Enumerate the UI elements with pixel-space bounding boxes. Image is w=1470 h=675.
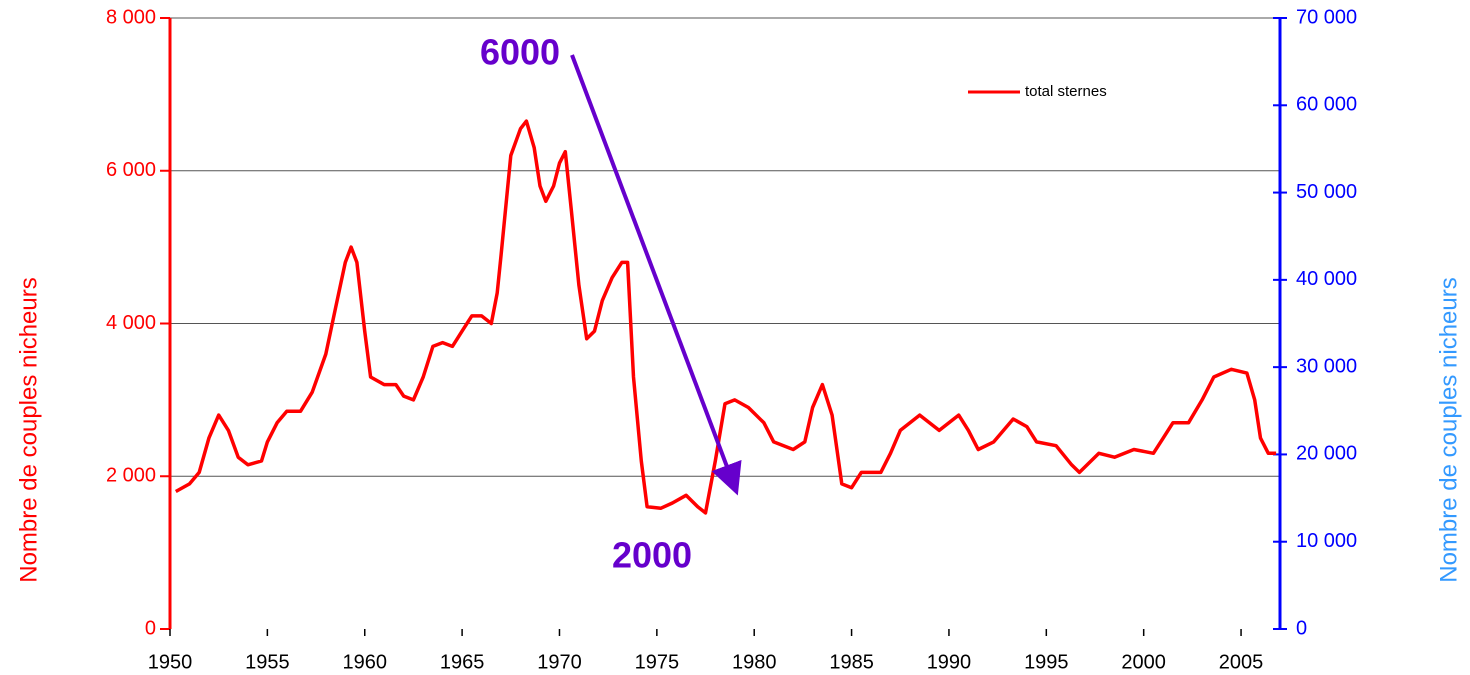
legend-label: total sternes bbox=[1025, 83, 1107, 100]
x-tick-label: 1985 bbox=[829, 651, 874, 673]
y-tick-label: 2 000 bbox=[106, 465, 156, 487]
y2-tick-label: 50 000 bbox=[1296, 181, 1357, 203]
data-line bbox=[174, 119, 1277, 515]
x-tick-label: 2000 bbox=[1121, 651, 1166, 673]
x-tick-label: 1975 bbox=[635, 651, 680, 673]
y2-axis-label: Nombre de couples nicheurs bbox=[1435, 277, 1462, 583]
annotation: 2000 bbox=[612, 535, 692, 576]
annotation: 6000 bbox=[480, 32, 560, 73]
x-tick-label: 1980 bbox=[732, 651, 777, 673]
y-tick-label: 0 bbox=[145, 617, 156, 639]
x-tick-label: 1965 bbox=[440, 651, 485, 673]
y2-tick-label: 60 000 bbox=[1296, 94, 1357, 116]
y2-tick-label: 30 000 bbox=[1296, 355, 1357, 377]
x-tick-label: 1990 bbox=[927, 651, 972, 673]
y2-tick-label: 10 000 bbox=[1296, 530, 1357, 552]
y-tick-label: 6 000 bbox=[106, 159, 156, 181]
annotation-arrow bbox=[570, 54, 742, 496]
x-tick-label: 1970 bbox=[537, 651, 582, 673]
x-tick-label: 1955 bbox=[245, 651, 290, 673]
y2-tick-label: 40 000 bbox=[1296, 268, 1357, 290]
y2-tick-label: 70 000 bbox=[1296, 6, 1357, 28]
x-tick-label: 1995 bbox=[1024, 651, 1069, 673]
y2-tick-label: 20 000 bbox=[1296, 443, 1357, 465]
y-axis-label: Nombre de couples nicheurs bbox=[15, 277, 42, 583]
x-tick-label: 1960 bbox=[342, 651, 387, 673]
x-tick-label: 2005 bbox=[1219, 651, 1264, 673]
y-tick-label: 8 000 bbox=[106, 6, 156, 28]
y-tick-label: 4 000 bbox=[106, 312, 156, 334]
y2-tick-label: 0 bbox=[1296, 617, 1307, 639]
x-tick-label: 1950 bbox=[148, 651, 193, 673]
